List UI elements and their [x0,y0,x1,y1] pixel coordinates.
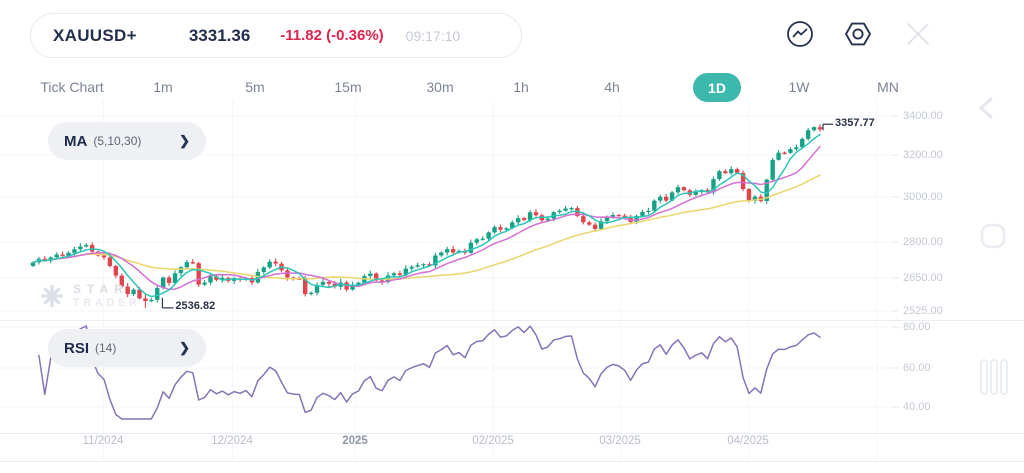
price-axis-label: 3200.00 [903,149,943,161]
tab-1w[interactable]: 1W [788,79,810,95]
drawer-handle[interactable] [979,358,1009,398]
ma-indicator-button[interactable]: MA (5,10,30) ❯ [48,122,206,160]
date-axis-label: 2025 [342,435,368,447]
rsi-indicator-button[interactable]: RSI (14) ❯ [48,329,206,367]
tab-30m[interactable]: 30m [426,79,454,95]
rsi-axis-label: 80.00 [903,321,931,333]
tab-mn[interactable]: MN [877,79,899,95]
date-axis-label: 03/2025 [599,435,641,447]
collapse-panel-button[interactable] [976,96,998,120]
price-axis-label: 2525.00 [903,305,943,317]
price-axis-label: 3400.00 [903,110,943,122]
rsi-axis-label: 60.00 [903,362,931,374]
settings-hexagon-icon-button[interactable] [844,20,872,48]
settings-icon [845,22,871,46]
tab-4h[interactable]: 4h [604,79,620,95]
tab-1h[interactable]: 1h [513,79,529,95]
price-axis-label: 2800.00 [903,236,943,248]
tab-1m[interactable]: 1m [153,79,173,95]
rsi-axis-label: 40.00 [903,401,931,413]
date-axis-label: 12/2024 [211,435,253,447]
chevron-left-icon [979,97,993,119]
symbol-label: XAUUSD+ [53,25,137,45]
rounded-square-icon [980,223,1006,249]
trend-icon [787,21,813,47]
quote-time: 09:17:10 [405,27,461,44]
low-price-annotation: 2536.82 [175,299,216,312]
close-icon-button[interactable] [904,20,932,48]
ma-label: MA [64,132,88,150]
tab-5m[interactable]: 5m [245,79,265,95]
date-axis-label: 02/2025 [472,435,514,447]
chevron-right-icon: ❯ [179,133,190,148]
last-price: 3331.36 [188,25,251,45]
close-icon [907,23,929,45]
price-change: -11.82 (-0.36%) [280,27,384,44]
high-price-annotation: 3357.77 [835,117,875,130]
tab-15m[interactable]: 15m [334,79,362,95]
chevron-right-icon: ❯ [179,340,190,355]
triple-bars-icon [980,359,1008,395]
tab-1d-active[interactable]: 1D [693,73,741,102]
date-axis-label: 04/2025 [727,435,769,447]
price-axis-label: 3000.00 [903,191,943,203]
quote-pill[interactable]: XAUUSD+ 3331.36 -11.82 (-0.36%) 09:17:10 [30,13,522,58]
tab-tick-chart[interactable]: Tick Chart [40,79,104,95]
trend-circle-icon-button[interactable] [786,20,814,48]
rsi-label: RSI [64,339,90,357]
date-axis-label: 11/2024 [82,435,124,447]
rsi-params: (14) [95,341,117,355]
tool-square-button[interactable] [979,222,1007,250]
price-axis-label: 2650.00 [903,272,943,284]
ma-params: (5,10,30) [93,134,142,148]
timeframe-tabs: Tick Chart 1m 5m 15m 30m 1h 4h 1D 1W MN [0,72,1024,104]
